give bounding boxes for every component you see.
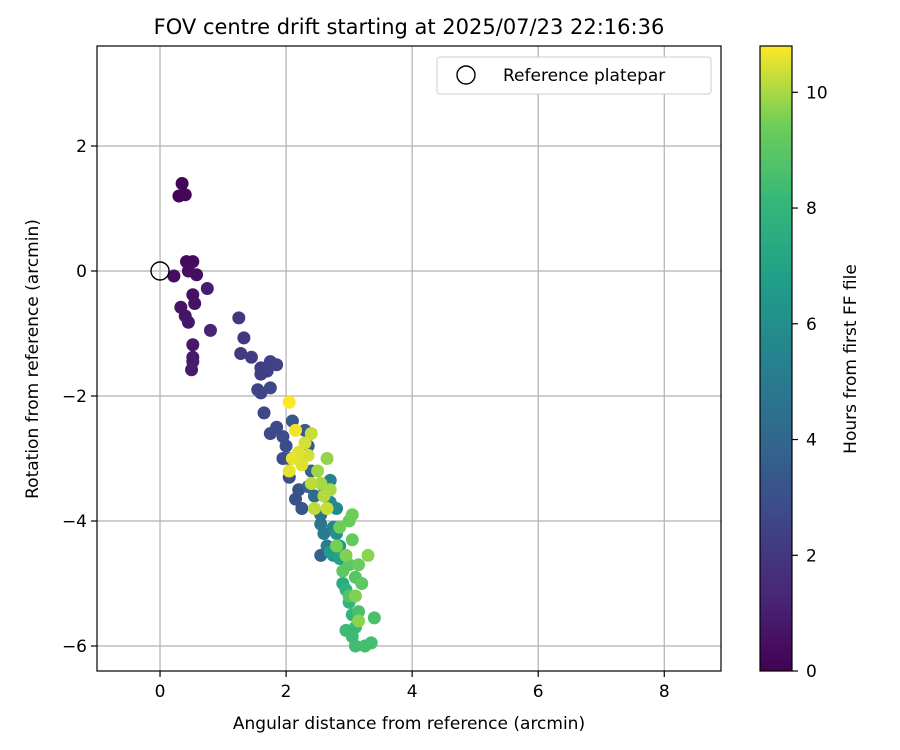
plot-area: 0 2 4 6 8 2 0 −2 −4 −6	[62, 45, 722, 702]
colorbar-gradient	[759, 45, 793, 672]
data-point	[317, 527, 331, 540]
data-point	[181, 315, 195, 329]
colorbar-tick-label: 10	[806, 83, 828, 103]
chart-title: FOV centre drift starting at 2025/07/23 …	[154, 15, 665, 39]
scatter-points	[167, 177, 381, 653]
data-point	[263, 381, 277, 395]
data-point	[257, 406, 271, 420]
data-point	[289, 423, 303, 437]
colorbar-ticks: 0 2 4 6 8 10	[792, 83, 828, 682]
data-point	[345, 533, 359, 547]
y-tick-label: −6	[62, 637, 87, 657]
data-point	[270, 358, 284, 372]
colorbar-tick-label: 6	[806, 315, 817, 335]
data-point	[190, 268, 204, 282]
data-point	[352, 558, 366, 572]
data-point	[167, 269, 181, 283]
colorbar-tick-label: 4	[806, 431, 817, 451]
data-point	[186, 338, 200, 352]
x-tick-label: 6	[533, 682, 544, 702]
data-point	[311, 464, 325, 478]
data-point	[304, 427, 318, 440]
data-point	[352, 605, 366, 619]
data-point	[237, 331, 251, 345]
x-tick-label: 0	[155, 682, 166, 702]
data-point	[200, 282, 214, 295]
data-point	[289, 492, 303, 506]
y-tick-label: 0	[76, 262, 87, 282]
data-point	[298, 436, 312, 450]
legend-label: Reference platepar	[503, 66, 665, 86]
colorbar-tick-label: 2	[806, 546, 817, 566]
y-tick-label: 2	[76, 137, 87, 157]
data-point	[295, 458, 309, 472]
data-point	[185, 363, 199, 377]
data-point	[188, 297, 202, 310]
legend-box	[436, 56, 712, 95]
data-point	[307, 502, 321, 515]
data-point	[314, 477, 328, 490]
data-point	[279, 439, 293, 453]
data-point	[333, 520, 347, 534]
x-tick-label: 4	[407, 682, 418, 702]
x-tick-label: 8	[659, 682, 670, 702]
data-point	[320, 502, 334, 515]
data-point	[361, 548, 375, 562]
data-point	[348, 639, 362, 653]
reference-platepar-marker	[150, 261, 170, 281]
x-axis-label: Angular distance from reference (arcmin)	[233, 714, 585, 734]
data-point	[304, 477, 318, 490]
data-point	[339, 548, 353, 562]
data-point	[317, 489, 331, 503]
data-point	[352, 614, 366, 628]
data-point	[295, 502, 309, 515]
grid-lines	[97, 46, 721, 671]
legend: Reference platepar	[436, 56, 712, 95]
data-point	[355, 577, 369, 590]
data-point	[348, 589, 362, 603]
data-point	[234, 347, 248, 360]
data-point	[175, 177, 189, 190]
data-point	[203, 323, 217, 337]
data-point	[282, 395, 296, 409]
data-point	[178, 188, 192, 202]
data-point	[320, 452, 334, 465]
data-point	[364, 636, 378, 650]
data-point	[244, 350, 258, 364]
x-axis-ticks: 0 2 4 6 8	[155, 671, 670, 702]
plot-background	[97, 46, 721, 671]
colorbar: 0 2 4 6 8 10 Hours from first FF file	[759, 45, 861, 682]
data-point	[282, 464, 296, 478]
x-tick-label: 2	[281, 682, 292, 702]
data-point	[345, 508, 359, 522]
colorbar-tick-label: 8	[806, 199, 817, 219]
data-point	[330, 539, 344, 553]
y-axis-label: Rotation from reference (arcmin)	[23, 219, 43, 499]
plot-frame	[96, 45, 722, 672]
data-point	[232, 311, 246, 325]
colorbar-label: Hours from first FF file	[841, 264, 861, 454]
data-point	[285, 452, 299, 465]
data-point	[307, 489, 321, 503]
data-point	[263, 427, 277, 440]
legend-marker-icon	[456, 65, 476, 85]
y-tick-label: −2	[62, 387, 87, 407]
y-tick-label: −4	[62, 512, 87, 532]
colorbar-tick-label: 0	[806, 662, 817, 682]
y-axis-ticks: 2 0 −2 −4 −6	[62, 137, 97, 657]
data-point	[367, 611, 381, 625]
